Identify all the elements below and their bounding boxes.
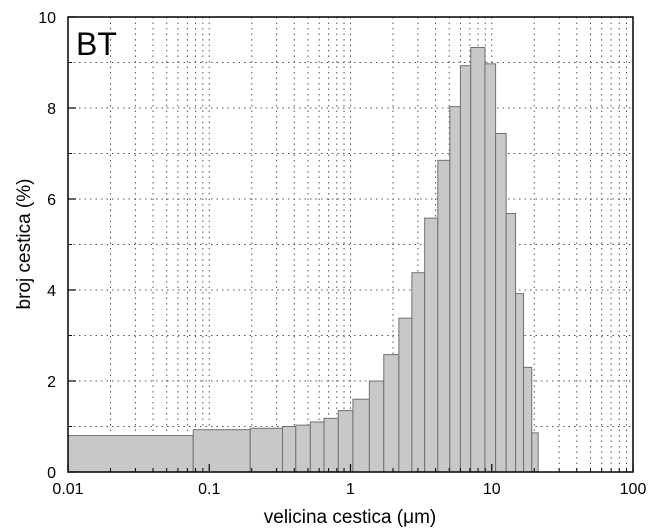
histogram-bars: [67, 46, 539, 473]
x-tick-label: 0.01: [52, 481, 83, 498]
x-tick-label: 100: [620, 481, 647, 498]
histogram-bar: [484, 63, 497, 473]
histogram-bar: [531, 432, 539, 473]
x-tick-label: 0.1: [198, 481, 220, 498]
y-tick-label: 2: [47, 374, 56, 391]
y-tick-label: 6: [47, 192, 56, 209]
histogram-bar: [437, 159, 451, 473]
histogram-bar: [398, 317, 413, 473]
plot-frame: [67, 16, 634, 473]
histogram-bar: [424, 217, 439, 473]
x-axis-title: velicina cestica (μm): [264, 507, 436, 528]
histogram-bar: [309, 421, 325, 473]
histogram-bar: [449, 106, 461, 473]
y-tick-label: 10: [38, 10, 56, 27]
histogram-bar: [323, 417, 339, 473]
axis-ticks: [67, 16, 634, 473]
y-tick-label: 8: [47, 101, 56, 118]
histogram-bar: [515, 293, 525, 473]
histogram-bar: [495, 132, 507, 473]
histogram-bar: [352, 398, 370, 473]
histogram-bar: [295, 424, 311, 473]
grid: [68, 17, 633, 472]
histogram-bar: [383, 354, 400, 473]
y-axis-title: broj cestica (%): [14, 179, 35, 310]
x-tick-label: 1: [346, 481, 355, 498]
histogram-bar: [505, 213, 517, 473]
histogram-bar: [459, 65, 472, 473]
histogram-bar: [368, 380, 385, 473]
histogram-bar: [192, 429, 251, 473]
histogram-bar: [67, 435, 194, 473]
y-tick-label: 0: [47, 465, 56, 482]
panel-label: BT: [76, 26, 117, 62]
y-tick-label: 4: [47, 283, 56, 300]
histogram-bar: [249, 427, 283, 473]
histogram-bar: [523, 366, 533, 473]
tick-labels: 0.01 0.1 1 10 100 0 2 4 6 8 10: [38, 10, 646, 498]
histogram-bar: [411, 272, 426, 473]
x-tick-label: 10: [483, 481, 501, 498]
histogram-bar: [470, 46, 486, 473]
histogram-bar: [337, 410, 354, 473]
histogram-bar: [281, 426, 297, 473]
